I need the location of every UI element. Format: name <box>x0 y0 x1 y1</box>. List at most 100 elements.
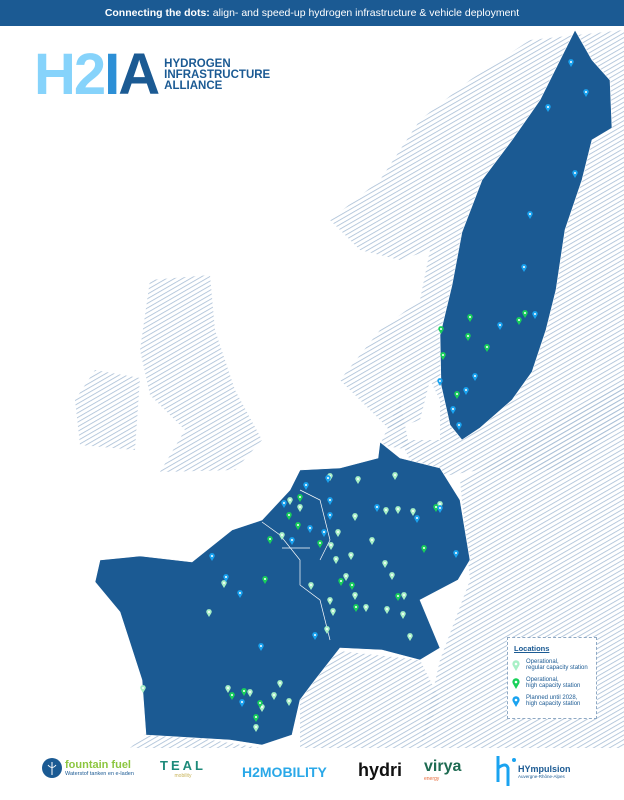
map-pin-icon <box>277 680 283 688</box>
map-pin-icon <box>206 609 212 617</box>
map-pin-icon <box>338 578 344 586</box>
map-pin-icon <box>317 540 323 548</box>
map-pin-icon <box>237 590 243 598</box>
map-pin-icon <box>522 310 528 318</box>
logo-line3: ALLIANCE <box>164 79 223 92</box>
map-pin-icon <box>352 592 358 600</box>
map-pin-icon <box>407 633 413 641</box>
map-pin-icon <box>324 626 330 634</box>
map-pin-icon <box>209 553 215 561</box>
partner-hydri: hydri <box>358 760 403 780</box>
map-pin-icon <box>433 504 439 512</box>
partner-hympulsion: HYmpulsion Auvergne-Rhône-Alpes <box>494 754 571 788</box>
partner-tagline: energy <box>424 776 440 782</box>
map-pin-icon <box>267 536 273 544</box>
map-pin-icon <box>229 692 235 700</box>
map-pin-icon <box>239 699 245 707</box>
map-pin-icon <box>472 373 478 381</box>
map-pin-icon <box>568 59 574 67</box>
map-pin-icon <box>303 482 309 490</box>
partner-tagline: Auvergne-Rhône-Alpes <box>518 773 565 779</box>
logo-subtitle: HYDROGEN INFRASTRUCTURE ALLIANCE <box>164 58 271 92</box>
map-pin-icon <box>395 506 401 514</box>
map-pin-icon <box>437 501 443 509</box>
map-pin-icon <box>225 685 231 693</box>
map-pin-icon <box>223 574 229 582</box>
map-pin-icon <box>327 512 333 520</box>
map-pin-icon <box>328 542 334 550</box>
map-pin-icon <box>374 504 380 512</box>
map-pin-icon <box>308 582 314 590</box>
map-pin-icon <box>353 604 359 612</box>
legend-item-regular: Operational, regular capacity station <box>512 659 592 671</box>
partner-h2mobility: H2MOBILITY <box>242 764 327 780</box>
map-pin-icon <box>389 572 395 580</box>
legend-label: high capacity station <box>526 683 581 689</box>
map-pin-icon <box>321 529 327 537</box>
map-pin-icon <box>532 311 538 319</box>
map-pin-icon <box>258 643 264 651</box>
map-pin-icon <box>401 592 407 600</box>
map-pin-icon <box>297 504 303 512</box>
map-pin-icon <box>400 611 406 619</box>
partner-fountain-fuel: fountain fuel Waterstof tanken en e-lade… <box>42 758 134 778</box>
partner-tagline: mobility <box>174 773 192 779</box>
map-pin-icon <box>512 695 520 707</box>
map-pin-icon <box>384 606 390 614</box>
map-pin-icon <box>521 264 527 272</box>
map-pin-icon <box>330 608 336 616</box>
map-pin-icon <box>497 322 503 330</box>
logo-i: I <box>104 42 120 107</box>
logo-line2: INFRASTRUCTURE <box>164 68 271 81</box>
map-pin-icon <box>410 508 416 516</box>
partner-name: fountain fuel <box>65 759 131 771</box>
partner-name: TEAL <box>160 758 206 773</box>
map-pin-icon <box>437 505 443 513</box>
map-pin-icon <box>287 497 293 505</box>
map-pin-icon <box>355 476 361 484</box>
map-pin-icon <box>221 580 227 588</box>
map-pin-icon <box>463 387 469 395</box>
fountain-icon <box>42 758 62 778</box>
map-pin-icon <box>241 688 247 696</box>
map-pin-icon <box>454 391 460 399</box>
legend-title: Locations <box>514 644 550 653</box>
map-pin-icon <box>289 537 295 545</box>
map-pin-icon <box>516 317 522 325</box>
legend-label: high capacity station <box>526 701 581 707</box>
map-pin-icon <box>512 677 520 689</box>
map-pin-icon <box>414 515 420 523</box>
legend: Locations Operational, regular capacity s… <box>507 637 597 719</box>
partner-virya: virya energy <box>424 758 461 782</box>
legend-label: Operational, <box>526 659 559 665</box>
map-pin-icon <box>572 170 578 178</box>
map-pin-icon <box>363 604 369 612</box>
map-pin-icon <box>421 545 427 553</box>
partner-logos: fountain fuel Waterstof tanken en e-lade… <box>0 748 624 800</box>
map-pin-icon <box>467 314 473 322</box>
map-pin-icon <box>352 513 358 521</box>
map-pin-icon <box>395 593 401 601</box>
map-pin-icon <box>295 522 301 530</box>
header-bold: Connecting the dots: <box>104 7 210 19</box>
map-pin-icon <box>271 692 277 700</box>
map-pin-icon <box>348 552 354 560</box>
map-pin-icon <box>307 525 313 533</box>
map-pin-icon <box>349 582 355 590</box>
map-pin-icon <box>327 497 333 505</box>
logo-h2: H2 <box>34 42 106 107</box>
hympulsion-icon <box>496 756 516 786</box>
borders <box>261 489 331 641</box>
logo-a: A <box>118 42 160 107</box>
map-pin-icon <box>450 406 456 414</box>
map-pin-icon <box>286 512 292 520</box>
partner-name: HYmpulsion <box>518 763 571 774</box>
map-pin-icon <box>140 685 146 693</box>
map-pin-icon <box>262 576 268 584</box>
map-pin-icon <box>437 378 443 386</box>
legend-label: Planned until 2028, <box>526 695 578 701</box>
map-pin-icon <box>279 532 285 540</box>
map-pin-icon <box>369 537 375 545</box>
header-text: align- and speed-up hydrogen infrastruct… <box>209 7 520 19</box>
map-pin-icon <box>253 714 259 722</box>
